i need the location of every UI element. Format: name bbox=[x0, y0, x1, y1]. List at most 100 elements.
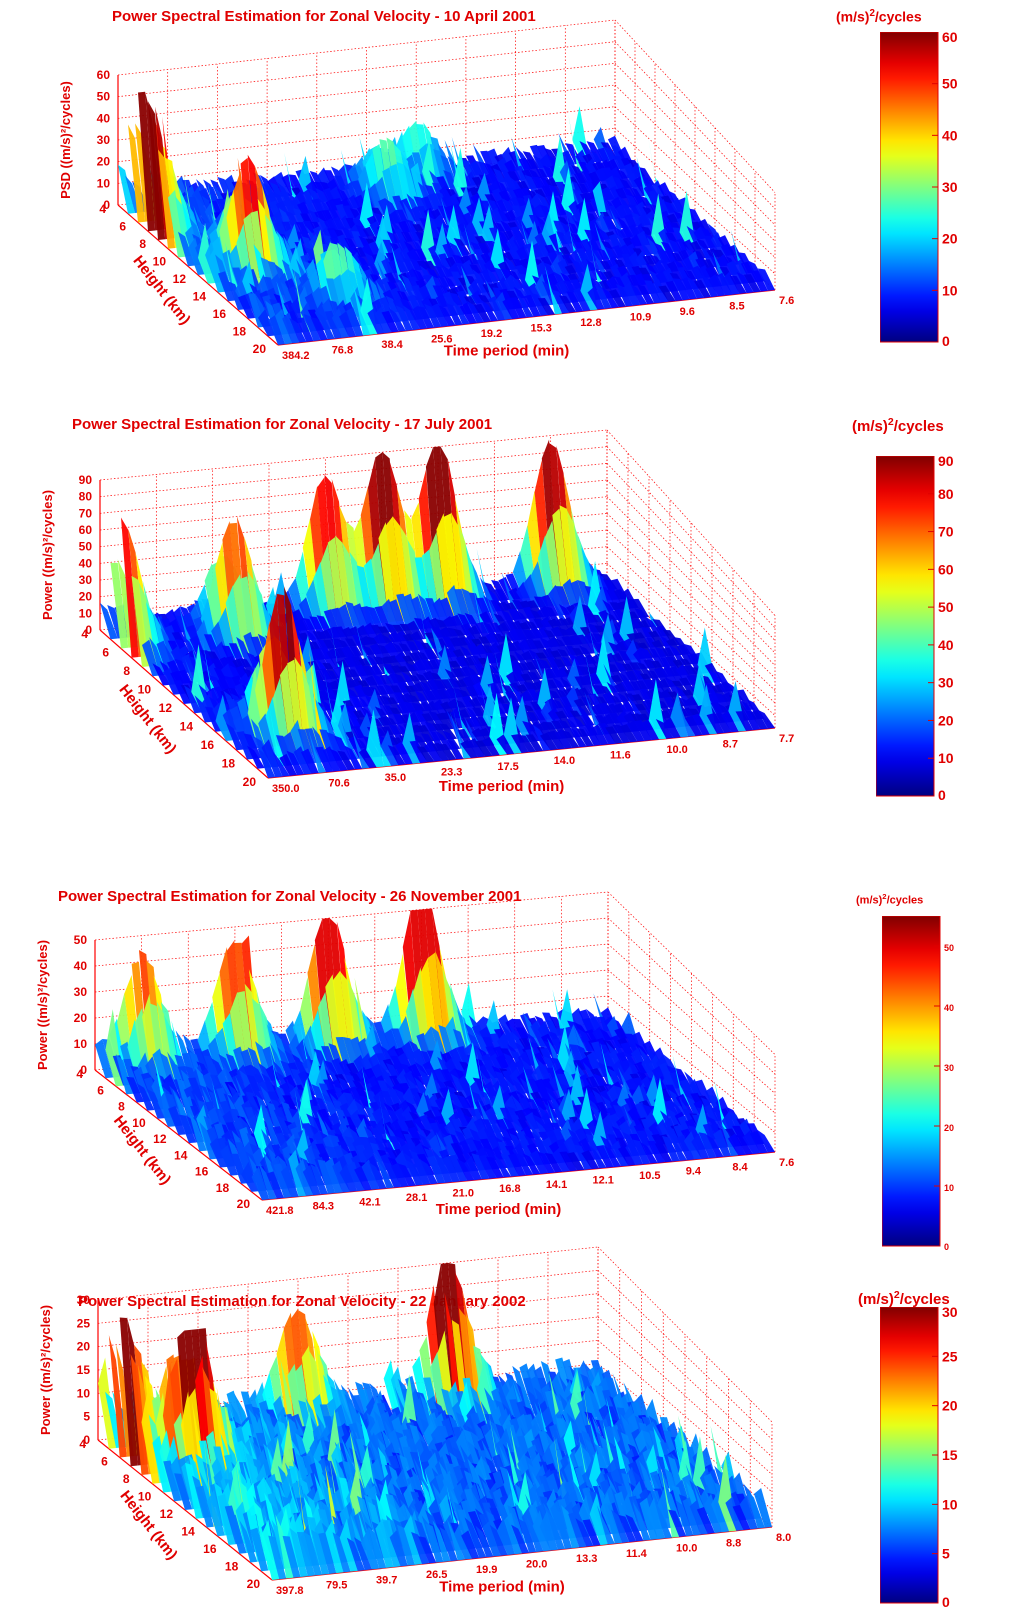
surface-facet bbox=[303, 1532, 322, 1576]
surface-facet bbox=[271, 225, 289, 286]
surface-facet bbox=[438, 744, 457, 761]
surface-facet bbox=[390, 1162, 409, 1187]
y-tick-label: 18 bbox=[225, 1560, 239, 1574]
surface-facet bbox=[464, 1155, 482, 1181]
surface-facet bbox=[398, 220, 416, 242]
surface-facet bbox=[456, 637, 475, 656]
y-tick-label: 20 bbox=[247, 1577, 261, 1591]
surface-facet bbox=[727, 1133, 746, 1156]
y-tick-label: 14 bbox=[181, 1525, 195, 1539]
colorbar-tick-label: 40 bbox=[938, 637, 954, 653]
surface-facet bbox=[532, 154, 550, 178]
surface-facet bbox=[297, 729, 316, 764]
surface-facet bbox=[587, 286, 605, 310]
surface-facet bbox=[599, 1028, 618, 1050]
surface-facet bbox=[399, 1143, 418, 1168]
surface-facet bbox=[416, 746, 435, 763]
y-tick-label: 14 bbox=[193, 290, 207, 304]
surface-facet bbox=[636, 1130, 655, 1155]
surface-facet bbox=[634, 719, 652, 741]
grid-line bbox=[607, 891, 776, 1055]
surface-facet bbox=[332, 1532, 351, 1573]
z-tick-label: 60 bbox=[79, 523, 93, 537]
surface-facet bbox=[504, 159, 522, 181]
surface-facet bbox=[439, 723, 458, 740]
surface-facet bbox=[431, 743, 450, 761]
surface-facet bbox=[444, 1119, 463, 1146]
colorbar-unit: (m/s) bbox=[852, 418, 888, 435]
surface-facet bbox=[666, 1126, 684, 1153]
surface-facet bbox=[641, 578, 660, 627]
surface-facet bbox=[528, 214, 546, 238]
surface-facet bbox=[608, 641, 626, 662]
surface-facet bbox=[527, 1079, 545, 1102]
surface-facet bbox=[694, 1079, 713, 1104]
surface-facet bbox=[721, 710, 739, 733]
surface-facet bbox=[302, 1164, 321, 1196]
surface-facet bbox=[383, 1359, 402, 1419]
x-tick-label: 25.6 bbox=[431, 334, 452, 346]
surface-facet bbox=[305, 628, 324, 650]
grid-line bbox=[606, 513, 776, 679]
y-tick-label: 12 bbox=[173, 272, 187, 286]
surface-facet bbox=[677, 697, 696, 737]
x-tick-label: 19.9 bbox=[476, 1564, 497, 1576]
z-tick-label: 0 bbox=[85, 623, 92, 637]
surface-facet bbox=[559, 1151, 578, 1172]
surface-row bbox=[261, 1454, 772, 1580]
chart-title: Power Spectral Estimation for Zonal Velo… bbox=[72, 416, 493, 433]
surface-facet bbox=[623, 281, 641, 306]
surface-facet bbox=[174, 1473, 193, 1510]
surface-facet bbox=[426, 214, 444, 239]
z-tick-label: 10 bbox=[79, 606, 93, 620]
z-tick-label: 10 bbox=[74, 1037, 88, 1051]
surface-facet bbox=[163, 1460, 182, 1502]
colorbar-tick-label: 10 bbox=[942, 282, 958, 298]
surface-facet bbox=[729, 275, 747, 294]
surface-facet bbox=[594, 284, 612, 309]
z-tick-label: 0 bbox=[83, 1433, 90, 1447]
surface-facet bbox=[517, 1051, 536, 1075]
surface-facet bbox=[279, 1082, 297, 1107]
y-tick-label: 14 bbox=[180, 720, 194, 734]
surface-facet bbox=[270, 182, 288, 207]
surface-facet bbox=[483, 582, 502, 602]
surface-facet bbox=[301, 1345, 320, 1438]
surface-facet bbox=[490, 600, 509, 622]
grid-line bbox=[614, 128, 776, 275]
colorbar-gradient bbox=[882, 916, 941, 1247]
x-axis-label: Time period (min) bbox=[436, 1201, 562, 1218]
surface-facet bbox=[474, 1032, 493, 1061]
surface-facet bbox=[691, 265, 709, 289]
surface-facet bbox=[641, 719, 660, 741]
surface-facet bbox=[257, 748, 276, 778]
surface-facet bbox=[337, 1388, 356, 1434]
y-tick-label: 10 bbox=[138, 683, 152, 697]
surface-facet bbox=[530, 1150, 548, 1174]
surface-facet bbox=[466, 253, 484, 274]
colorbar-unit-label: (m/s)2/cycles bbox=[852, 416, 944, 435]
surface-facet bbox=[514, 1109, 533, 1130]
x-tick-label: 10.5 bbox=[639, 1170, 660, 1182]
surface-facet bbox=[558, 132, 576, 166]
surface-facet bbox=[177, 669, 196, 694]
surface-facet bbox=[361, 1527, 380, 1570]
surface-facet bbox=[468, 1526, 487, 1559]
surface-facet bbox=[692, 713, 710, 736]
z-tick-label: 50 bbox=[97, 90, 111, 104]
surface-facet bbox=[276, 1115, 295, 1144]
surface-facet bbox=[344, 745, 363, 770]
surface-facet bbox=[537, 297, 555, 316]
surface-facet bbox=[98, 1357, 117, 1449]
surface-facet bbox=[523, 294, 541, 317]
surface-facet bbox=[453, 708, 471, 759]
surface-facet bbox=[749, 1130, 768, 1154]
surface-facet bbox=[552, 1389, 571, 1431]
surface-facet bbox=[390, 665, 409, 683]
surface-facet bbox=[672, 278, 690, 301]
surface-facet bbox=[757, 709, 775, 729]
surface-facet bbox=[503, 1512, 522, 1555]
